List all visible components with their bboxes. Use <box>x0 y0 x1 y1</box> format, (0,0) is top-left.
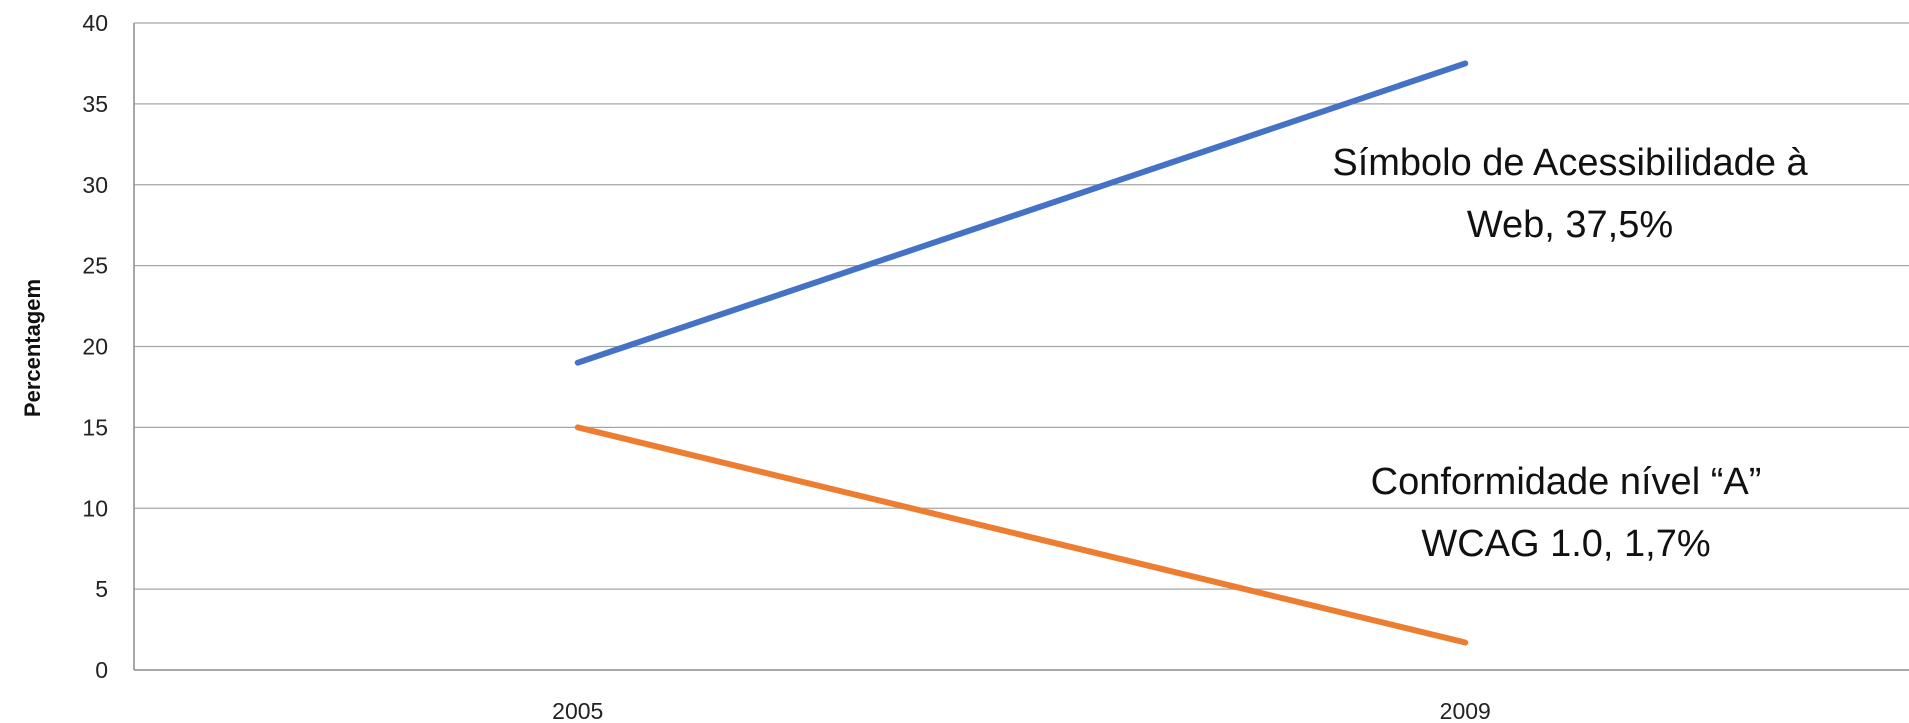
x-tick-labels: 2005 2009 <box>552 698 1491 723</box>
y-tick-label-5: 5 <box>95 576 108 602</box>
y-tick-label-35: 35 <box>82 91 108 117</box>
gridlines <box>134 22 1909 590</box>
annotation-orange-line-2: WCAG 1.0, 1,7% <box>1421 523 1710 565</box>
y-tick-label-10: 10 <box>82 495 108 521</box>
y-axis-label: Percentagem <box>20 279 45 417</box>
annotations: Símbolo de Acessibilidade à Web, 37,5% C… <box>1332 142 1808 565</box>
y-tick-label-40: 40 <box>82 10 108 36</box>
y-tick-label-0: 0 <box>95 657 108 683</box>
annotation-blue-line-2: Web, 37,5% <box>1467 204 1673 246</box>
y-tick-labels: 0 5 10 15 20 25 30 35 40 <box>82 10 108 683</box>
series-line-1 <box>574 424 1469 646</box>
series-line-0 <box>574 60 1469 366</box>
y-tick-label-15: 15 <box>82 414 108 440</box>
y-tick-label-30: 30 <box>82 172 108 198</box>
annotation-orange-line-1: Conformidade nível “A” <box>1371 461 1762 503</box>
x-tick-label-2009: 2009 <box>1440 698 1491 723</box>
y-tick-label-25: 25 <box>82 253 108 279</box>
x-tick-label-2005: 2005 <box>552 698 603 723</box>
axes <box>133 23 1909 671</box>
y-tick-label-20: 20 <box>82 334 108 360</box>
series <box>574 60 1469 646</box>
annotation-blue-line-1: Símbolo de Acessibilidade à <box>1332 142 1808 184</box>
